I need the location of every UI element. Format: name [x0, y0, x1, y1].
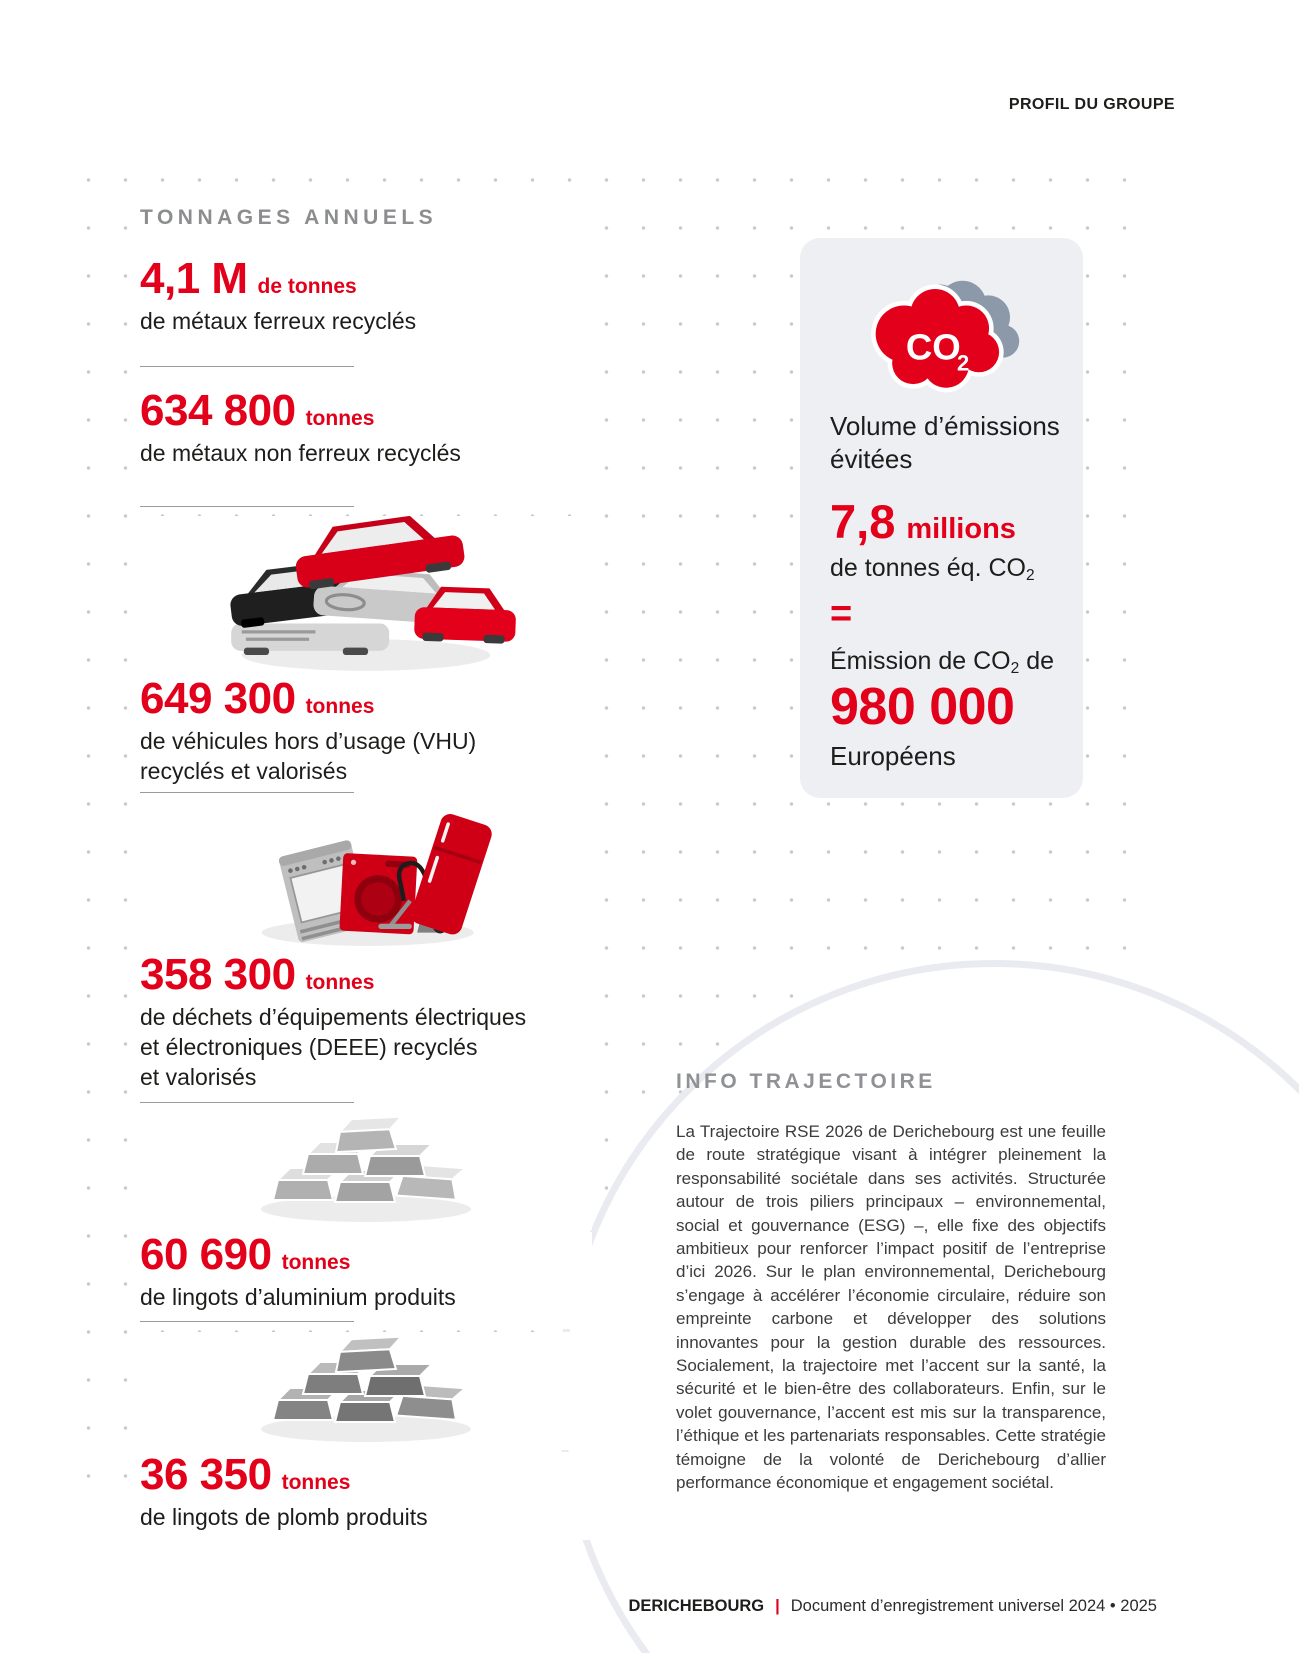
stacked-cars-illustration — [132, 515, 592, 676]
lead-ingots-illustration — [132, 1332, 592, 1450]
lead-ingots-icon — [261, 1335, 471, 1442]
emissions-value-unit: millions — [906, 513, 1016, 545]
refrigerator — [410, 814, 492, 935]
crushed-gray-car — [231, 623, 390, 656]
separator — [132, 1315, 592, 1329]
emissions-value: 7,8 — [830, 495, 896, 548]
co2-label-sub: 2 — [957, 350, 969, 375]
co2-label: CO — [906, 326, 961, 367]
stat-description: de métaux non ferreux recyclés — [140, 440, 461, 467]
emissions-subtitle: de tonnes éq. CO2 — [830, 554, 1035, 585]
footer-brand: DERICHEBOURG — [628, 1597, 765, 1615]
equals-sign: = — [830, 593, 853, 635]
stat-description: de véhicules hors d’usage (VHU) recyclés… — [140, 728, 477, 785]
separator — [132, 500, 592, 514]
stat-value-row: 60 690 tonnes — [140, 1230, 592, 1279]
stat-description: de déchets d’équipements électriques et … — [140, 1004, 527, 1091]
stat-value: 60 690 — [140, 1230, 272, 1279]
stat-value-row: 634 800 tonnes — [140, 386, 592, 435]
info-body: La Trajectoire RSE 2026 de Derichebourg … — [676, 1122, 1106, 1493]
stat-ferrous: 4,1 M de tonnes de métaux ferreux recycl… — [132, 254, 592, 360]
stat-value-row: 358 300 tonnes — [140, 950, 592, 999]
stat-aluminium: 60 690 tonnes de lingots d’aluminium pro… — [132, 1230, 592, 1320]
ingot — [334, 1335, 404, 1374]
stat-value-row: 36 350 tonnes — [140, 1450, 592, 1499]
stat-value-row: 4,1 M de tonnes — [140, 254, 592, 303]
stat-deee: 358 300 tonnes de déchets d’équipements … — [132, 950, 592, 1094]
emissions-value-row: 7,8 millions — [830, 498, 1061, 546]
separator — [132, 360, 592, 374]
co2-cloud-icon: CO 2 — [844, 268, 1039, 396]
emissions-title: Volume d’émissions évitées — [830, 411, 1060, 474]
separator — [132, 786, 592, 800]
stat-unit: tonnes — [305, 407, 375, 430]
page-header: PROFIL DU GROUPE — [1008, 96, 1175, 113]
stacked-cars-icon — [230, 515, 516, 671]
appliances-icon — [261, 814, 492, 946]
stat-unit: de tonnes — [257, 275, 357, 298]
stat-lead: 36 350 tonnes de lingots de plomb produi… — [132, 1450, 592, 1540]
section-title: TONNAGES ANNUELS — [140, 206, 438, 229]
appliances-illustration — [132, 802, 592, 952]
top-red-car — [295, 515, 465, 590]
info-trajectoire-section: INFO TRAJECTOIRE La Trajectoire RSE 2026… — [676, 1070, 1106, 1495]
equivalence-line: Émission de CO2 de — [830, 647, 1055, 678]
stat-value: 649 300 — [140, 674, 296, 723]
stat-unit: tonnes — [281, 1471, 351, 1494]
footer-separator: | — [775, 1597, 780, 1615]
stat-non-ferrous: 634 800 tonnes de métaux non ferreux rec… — [132, 386, 592, 492]
stat-value: 634 800 — [140, 386, 296, 435]
stat-vhu: 649 300 tonnes de véhicules hors d’usage… — [132, 674, 592, 788]
equivalence-value: 980 000 — [830, 678, 1015, 736]
separator — [132, 1096, 592, 1110]
aluminium-ingots-icon — [261, 1115, 471, 1222]
ingot — [334, 1115, 404, 1154]
stat-unit: tonnes — [305, 971, 375, 994]
stat-unit: tonnes — [305, 695, 375, 718]
red-cloud — [875, 289, 1000, 388]
stat-value: 358 300 — [140, 950, 296, 999]
stat-value: 4,1 M — [140, 254, 248, 303]
stat-unit: tonnes — [281, 1251, 351, 1274]
page-footer: DERICHEBOURG | Document d’enregistrement… — [628, 1597, 1157, 1616]
tonnages-section: TONNAGES ANNUELS — [132, 206, 592, 244]
stat-value: 36 350 — [140, 1450, 272, 1499]
equivalence-population: Européens — [830, 740, 956, 771]
emissions-box: CO 2 Volume d’émissions évitées 7,8 mill… — [800, 238, 1083, 798]
stat-description: de lingots de plomb produits — [140, 1504, 428, 1531]
footer-document-title: Document d’enregistrement universel 2024… — [790, 1597, 1157, 1615]
small-red-car — [414, 586, 516, 644]
stat-value-row: 649 300 tonnes — [140, 674, 592, 723]
stat-description: de lingots d’aluminium produits — [140, 1284, 456, 1311]
aluminium-ingots-illustration — [132, 1112, 592, 1230]
stat-description: de métaux ferreux recyclés — [140, 308, 417, 335]
info-title: INFO TRAJECTOIRE — [676, 1070, 936, 1093]
